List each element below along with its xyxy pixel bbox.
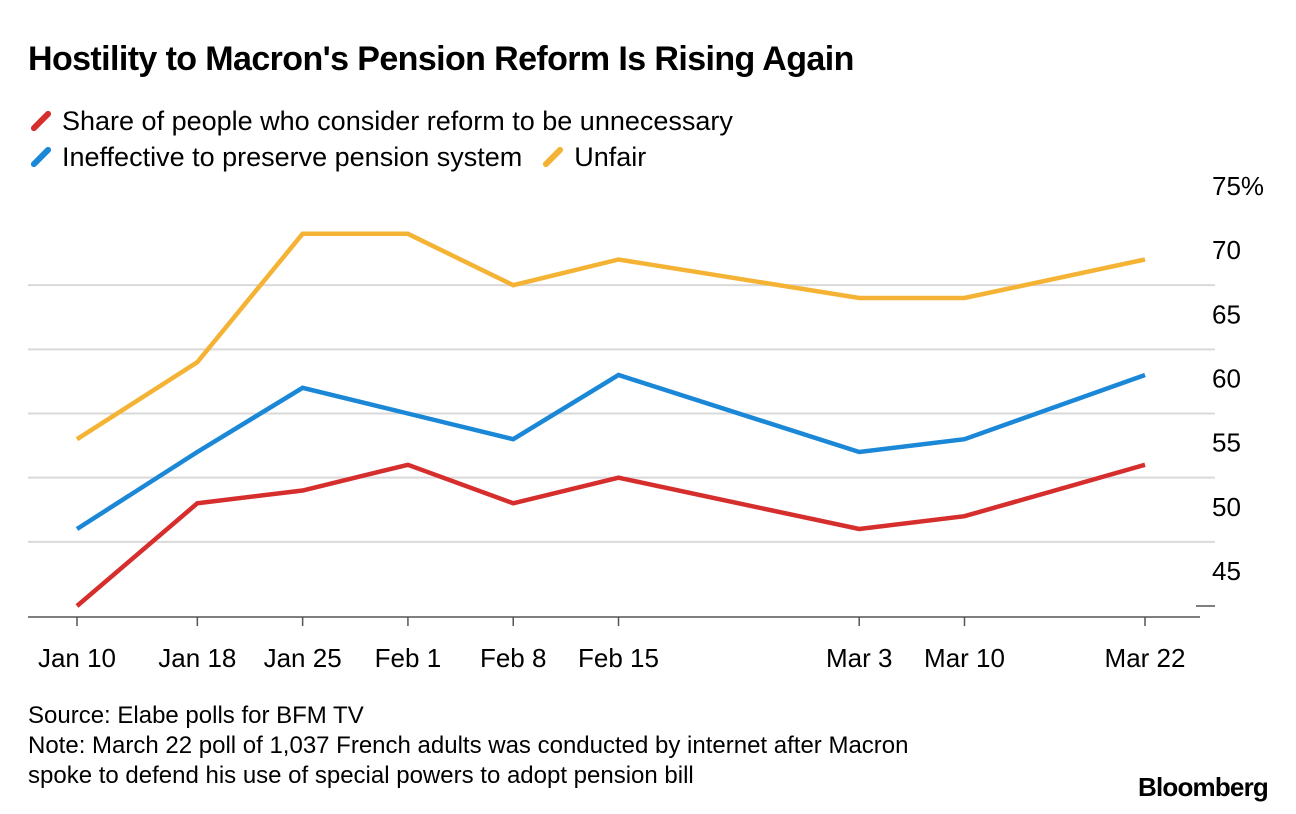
- y-tick-label-50: 50: [1212, 492, 1241, 522]
- x-tick-label-8: Mar 22: [1105, 643, 1186, 673]
- x-tick-label-5: Feb 15: [578, 643, 659, 673]
- y-tick-label-45: 45: [1212, 556, 1241, 586]
- x-tick-label-0: Jan 10: [38, 643, 116, 673]
- note-line-2: spoke to defend his use of special power…: [28, 762, 694, 789]
- x-tick-label-6: Mar 3: [826, 643, 892, 673]
- legend-row-1: Share of people who consider reform to b…: [29, 104, 753, 138]
- y-tick-label-70: 70: [1212, 235, 1241, 265]
- series-line-ineffective: [75, 372, 1146, 531]
- x-tick-label-4: Feb 8: [480, 643, 547, 673]
- x-tick-label-7: Mar 10: [924, 643, 1005, 673]
- legend-item-unfair: Unfair: [541, 141, 647, 173]
- y-tick-label-75: 75%: [1212, 171, 1264, 201]
- note-line-1: Note: March 22 poll of 1,037 French adul…: [28, 732, 909, 759]
- bloomberg-logo: Bloomberg: [1137, 772, 1269, 802]
- x-tick-label-3: Feb 1: [375, 643, 442, 673]
- legend-item-unnecessary: Share of people who consider reform to b…: [29, 105, 733, 137]
- source-text: Source: Elabe polls for BFM TV: [28, 702, 364, 729]
- y-tick-label-65: 65: [1212, 299, 1241, 329]
- y-tick-label-55: 55: [1212, 428, 1241, 458]
- x-tick-label-1: Jan 18: [158, 643, 236, 673]
- legend-item-ineffective: Ineffective to preserve pension system: [29, 141, 523, 173]
- legend-label-unfair: Unfair: [574, 141, 647, 172]
- legend-label-ineffective: Ineffective to preserve pension system: [62, 141, 523, 172]
- legend-label-unnecessary: Share of people who consider reform to b…: [62, 105, 733, 136]
- series-line-unnecessary: [75, 462, 1146, 608]
- x-tick-label-2: Jan 25: [264, 643, 342, 673]
- series-line-unfair: [75, 231, 1146, 442]
- y-tick-label-60: 60: [1212, 364, 1241, 394]
- legend-row-2: Ineffective to preserve pension system U…: [29, 140, 666, 174]
- chart-title: Hostility to Macron's Pension Reform Is …: [28, 40, 854, 78]
